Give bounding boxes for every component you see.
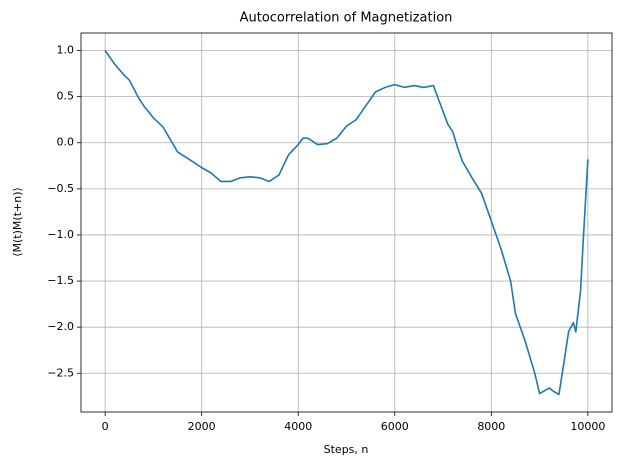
chart-title: Autocorrelation of Magnetization <box>240 11 453 26</box>
y-tick-label: 1.0 <box>57 44 75 57</box>
plot-frame <box>80 32 613 413</box>
y-axis-label: ⟨M(t)M(t+n)⟩ <box>11 187 24 257</box>
x-tick-label: 2000 <box>188 420 216 433</box>
x-tick-label: 10000 <box>570 420 605 433</box>
y-tick-label: 0.0 <box>57 136 75 149</box>
y-tick-label: −1.0 <box>47 228 74 241</box>
x-tick-label: 8000 <box>477 420 505 433</box>
y-tick-label: −1.5 <box>47 274 74 287</box>
y-tick-label: 0.5 <box>57 90 75 103</box>
x-tick-label: 4000 <box>284 420 312 433</box>
data-line <box>104 50 589 396</box>
y-tick-label: −2.0 <box>47 320 74 333</box>
x-tick-label: 6000 <box>381 420 409 433</box>
x-axis-label: Steps, n <box>324 443 369 456</box>
x-tick-label: 0 <box>102 420 109 433</box>
y-tick-label: −2.5 <box>47 366 74 379</box>
y-tick-label: −0.5 <box>47 182 74 195</box>
